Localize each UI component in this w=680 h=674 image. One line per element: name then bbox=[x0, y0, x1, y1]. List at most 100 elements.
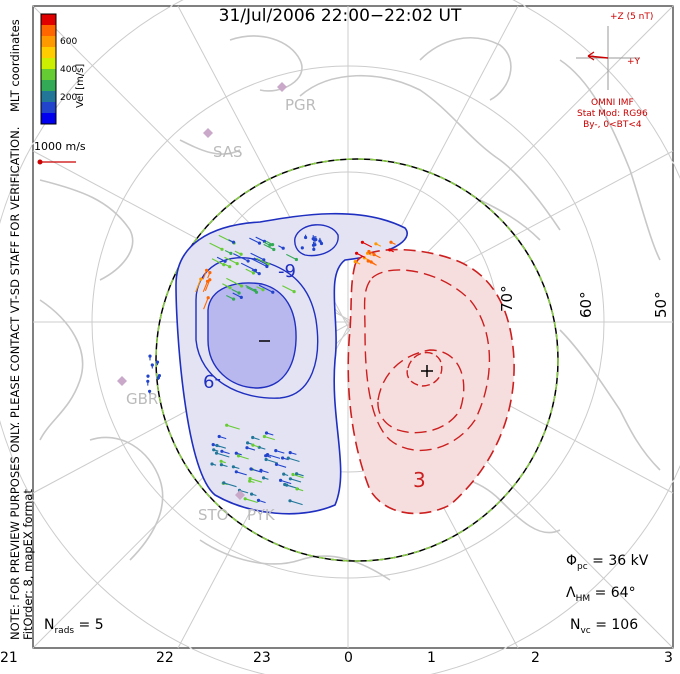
velocity-vector bbox=[231, 288, 240, 294]
negative-cell-inner-contour bbox=[207, 282, 297, 389]
positive-cell-inner-contour bbox=[377, 349, 465, 434]
phi-symbol: Φ bbox=[566, 553, 578, 569]
velocity-vector bbox=[288, 457, 300, 463]
velocity-vector bbox=[251, 493, 257, 497]
fit-order-line: FitOrder: 8, mapEX format bbox=[21, 489, 35, 640]
velocity-vector bbox=[370, 261, 375, 265]
velocity-vector bbox=[233, 466, 240, 470]
mlt-label-21: 21 bbox=[0, 650, 18, 666]
velocity-vector bbox=[263, 477, 269, 480]
velocity-vector bbox=[207, 272, 211, 279]
velocity-vector bbox=[296, 473, 304, 477]
coords-label: MLT coordinates bbox=[8, 19, 22, 112]
velocity-vector bbox=[246, 447, 256, 451]
velocity-vector bbox=[226, 424, 240, 430]
velocity-vector bbox=[245, 285, 256, 291]
velocity-vector bbox=[236, 471, 247, 476]
mlt-label-2: 2 bbox=[531, 650, 540, 666]
imf-y-label: +Y bbox=[627, 57, 641, 67]
nvc-sub: vc bbox=[580, 625, 591, 636]
velocity-vector bbox=[292, 473, 304, 479]
velocity-vector bbox=[265, 458, 279, 464]
vector-count: Nvc = 106 bbox=[570, 617, 638, 636]
velocity-vector bbox=[219, 435, 227, 440]
mlt-label-0: 0 bbox=[344, 650, 353, 666]
velocity-vector bbox=[224, 250, 232, 254]
velocity-vector bbox=[250, 468, 263, 473]
velocity-vectors bbox=[146, 234, 396, 506]
stat-model-bin: By-, 0<BT<4 bbox=[583, 120, 642, 130]
velocity-vector bbox=[276, 463, 287, 468]
velocity-vector bbox=[356, 252, 366, 258]
velocity-vector bbox=[216, 452, 230, 458]
negative-cell-small-contour bbox=[294, 224, 339, 257]
mlt-label-1: 1 bbox=[427, 650, 436, 666]
velocity-vector bbox=[233, 253, 249, 262]
contour-label-neg-2: -9 bbox=[203, 370, 221, 391]
velocity-vector bbox=[245, 268, 254, 274]
heppner-maynard-dash bbox=[155, 158, 559, 562]
velocity-vector bbox=[368, 251, 376, 256]
velocity-vector bbox=[362, 241, 373, 248]
contour-label-neg-1: -9 bbox=[278, 261, 296, 282]
nrads-symbol: N bbox=[44, 617, 55, 633]
velocity-vector bbox=[202, 270, 208, 280]
velocity-vector bbox=[259, 446, 266, 450]
velocity-vector bbox=[275, 450, 285, 454]
radar-label-pyk: PYK bbox=[247, 506, 275, 524]
imf-source: OMNI IMF bbox=[591, 98, 634, 108]
mlt-label-22: 22 bbox=[156, 650, 174, 666]
velocity-vector bbox=[246, 286, 257, 293]
positive-cell-mid-contour bbox=[363, 269, 491, 452]
nrads-sub: rads bbox=[54, 625, 75, 636]
velocity-vector bbox=[258, 499, 266, 504]
velocity-vector bbox=[251, 258, 268, 267]
colorbar-segment bbox=[41, 102, 56, 114]
velocity-vector bbox=[211, 258, 225, 266]
velocity-vector bbox=[209, 242, 223, 250]
velocity-vector bbox=[278, 245, 284, 249]
positive-cell-outer-contour bbox=[347, 248, 515, 515]
coastlines bbox=[39, 35, 661, 581]
velocity-vector bbox=[211, 463, 217, 466]
velocity-vector bbox=[236, 452, 242, 456]
imf-clock-dial bbox=[576, 26, 640, 90]
nvc-value: = 106 bbox=[590, 617, 639, 633]
imf-z-label: +Z (5 nT) bbox=[610, 12, 654, 22]
phi-value: = 36 kV bbox=[587, 553, 649, 569]
velocity-vector bbox=[249, 478, 263, 483]
velocity-vector bbox=[222, 283, 231, 289]
velocity-vector bbox=[224, 256, 238, 265]
velocity-vector bbox=[245, 498, 258, 504]
velocity-vector bbox=[240, 262, 256, 271]
velocity-vector bbox=[280, 479, 292, 485]
velocity-vector bbox=[375, 243, 382, 247]
velocity-vector bbox=[216, 256, 226, 262]
velocity-vector bbox=[290, 478, 302, 483]
velocity-vector bbox=[265, 240, 273, 246]
lambda-symbol: Λ bbox=[566, 585, 576, 601]
velocity-vector bbox=[226, 277, 242, 287]
velocity-vector bbox=[228, 239, 234, 243]
velocity-vector bbox=[260, 469, 269, 474]
preview-note: NOTE: FOR PREVIEW PURPOSES ONLY. PLEASE … bbox=[8, 40, 35, 640]
velocity-colorbar bbox=[41, 14, 56, 125]
radar-label-pgr: PGR bbox=[285, 96, 317, 114]
velocity-vector bbox=[283, 473, 289, 477]
colorbar-tick-200: 200 bbox=[60, 93, 78, 103]
lambda-value: = 64° bbox=[590, 585, 636, 601]
velocity-vector bbox=[266, 432, 274, 436]
velocity-vector bbox=[249, 237, 260, 244]
velocity-vector bbox=[221, 450, 230, 455]
radar-label-sto: STO bbox=[198, 506, 229, 524]
vector-scale-label: 1000 m/s bbox=[34, 140, 86, 153]
negative-cell-mid-contour bbox=[195, 257, 319, 399]
velocity-vector bbox=[389, 249, 394, 253]
velocity-vector bbox=[296, 488, 304, 492]
velocity-vector bbox=[265, 455, 272, 458]
velocity-vector bbox=[390, 241, 396, 245]
velocity-vector bbox=[226, 295, 234, 300]
colorbar-tick-400: 400 bbox=[60, 65, 78, 75]
nvc-symbol: N bbox=[570, 617, 581, 633]
